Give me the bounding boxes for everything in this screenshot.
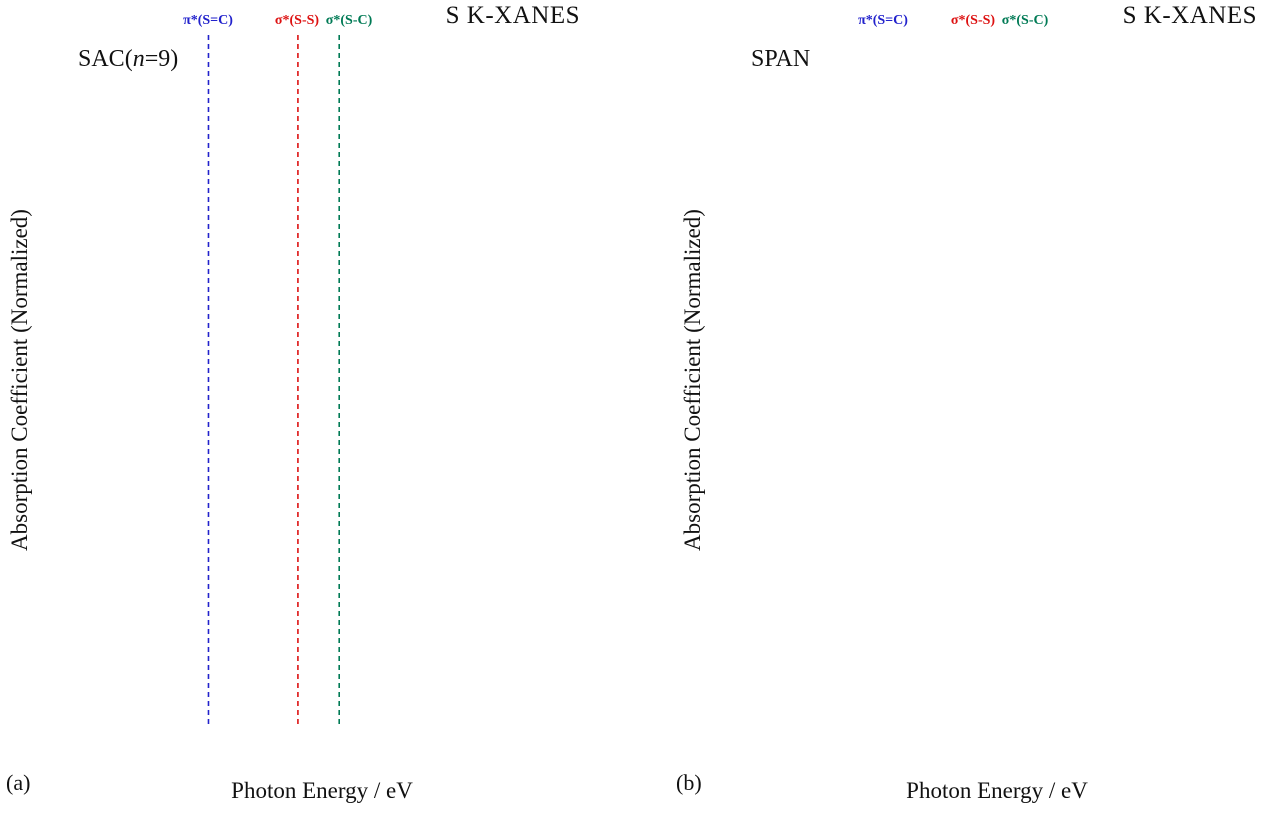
- panel-b-chart: [640, 0, 1280, 819]
- panel-b-x-axis-label: Photon Energy / eV: [906, 778, 1088, 803]
- panel-b: S K-XANES SPAN π*(S=C) σ*(S-S) σ*(S-C) A…: [640, 0, 1280, 819]
- sigma-s-s-annotation-label: σ*(S-S): [274, 13, 320, 28]
- panel-b-letter: (b): [676, 770, 702, 795]
- panel-a-chart: [207, 35, 341, 726]
- sigma-s-c-annotation-label: σ*(S-C): [1001, 13, 1049, 28]
- panel-a-title: S K-XANES: [445, 2, 580, 29]
- panel-a-letter: (a): [6, 770, 31, 795]
- panel-b-sample-label: SPAN: [751, 46, 810, 73]
- panel-b-y-axis-label: Absorption Coefficient (Normalized): [680, 209, 705, 551]
- sample-label-post: =9): [144, 46, 179, 72]
- panel-a: S K-XANES SAC(n=9) π*(S=C) σ*(S-S) σ*(S-…: [6, 2, 580, 803]
- panel-a-sample-label: SAC(n=9): [78, 46, 178, 73]
- sigma-s-s-annotation-label: σ*(S-S): [950, 13, 996, 28]
- sample-label-pre: SPAN: [751, 46, 811, 72]
- sample-label-italic: n: [132, 46, 145, 72]
- pi-s-c-annotation-label: π*(S=C): [183, 13, 233, 28]
- panel-a-x-axis-label: Photon Energy / eV: [231, 778, 413, 803]
- panel-b-title: S K-XANES: [1122, 2, 1257, 29]
- panel-a-y-axis-label: Absorption Coefficient (Normalized): [7, 209, 32, 551]
- sample-label-pre: SAC(: [78, 46, 133, 72]
- pi-s-c-annotation-label: π*(S=C): [858, 13, 908, 28]
- sigma-s-c-annotation-label: σ*(S-C): [325, 13, 373, 28]
